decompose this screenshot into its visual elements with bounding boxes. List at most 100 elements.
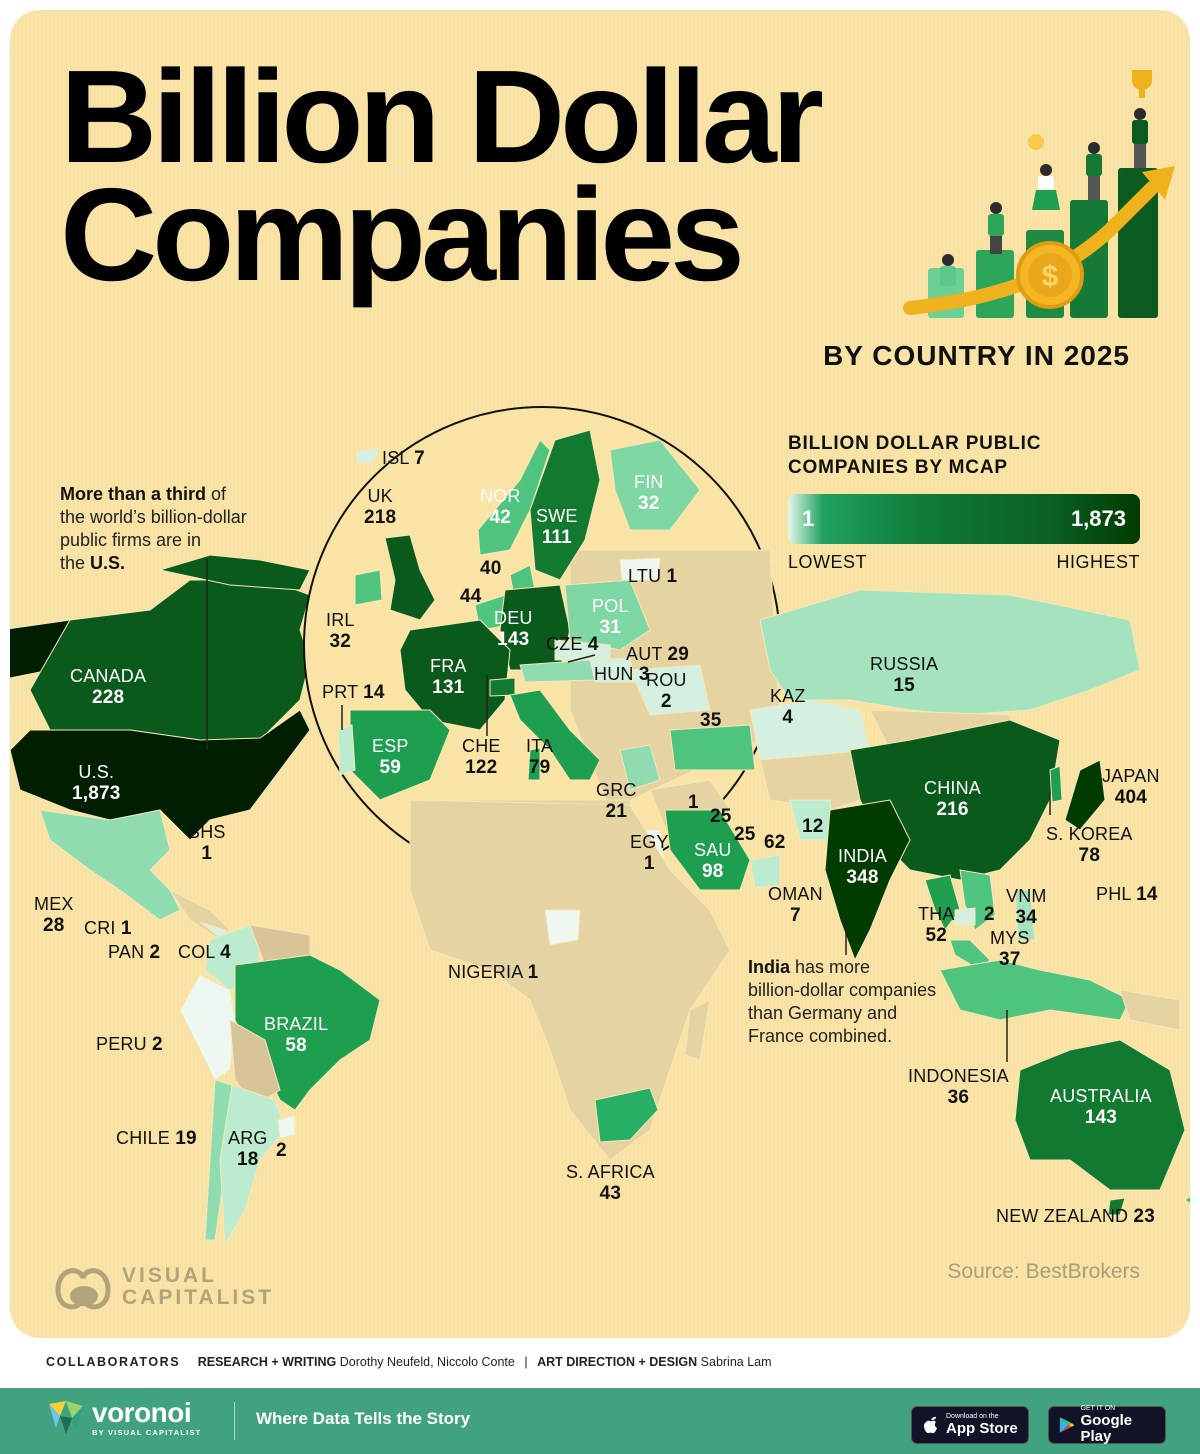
label-us: U.S. 1,873 xyxy=(72,762,121,804)
credits-separator: | xyxy=(524,1355,528,1369)
label-kazakhstan: KAZ 4 xyxy=(770,686,806,728)
label-hungary: HUN 3 xyxy=(594,664,650,685)
google-play-button[interactable]: GET IT ON Google Play xyxy=(1048,1405,1166,1445)
design-names: Sabrina Lam xyxy=(700,1355,772,1369)
label-finland: FIN 32 xyxy=(634,472,664,514)
region-philippines xyxy=(1014,889,1036,941)
brand-line-2: CAPITALIST xyxy=(122,1286,275,1309)
google-play-small: GET IT ON xyxy=(1080,1405,1116,1412)
legend-ends: LOWEST HIGHEST xyxy=(788,552,1140,573)
label-indonesia: INDONESIA 36 xyxy=(908,1066,1009,1108)
label-greece: GRC 21 xyxy=(596,780,637,822)
app-store-button[interactable]: Download on the App Store xyxy=(911,1406,1029,1444)
label-egypt: EGY 1 xyxy=(630,832,669,874)
label-switzerland: CHE 122 xyxy=(462,736,501,778)
india-note-line-4: France combined. xyxy=(748,1026,893,1046)
region-uk xyxy=(384,534,436,621)
aut-leader-line xyxy=(567,654,596,663)
research-key: RESEARCH + WRITING xyxy=(197,1355,337,1369)
legend-min-label: LOWEST xyxy=(788,552,868,572)
label-costa-rica: CRI 1 xyxy=(84,918,132,939)
region-indonesia xyxy=(939,959,1131,1021)
voronoi-mark-icon xyxy=(49,1401,83,1434)
label-uae: 62 xyxy=(764,832,786,853)
label-turkey: 35 xyxy=(700,710,722,731)
region-argentina xyxy=(219,1084,286,1247)
us-note-line-4: the xyxy=(60,553,91,573)
region-mexico xyxy=(39,809,181,921)
label-portugal: PRT 14 xyxy=(322,682,385,703)
region-us xyxy=(10,709,311,841)
label-vietnam: VNM 34 xyxy=(1006,886,1047,928)
voronoi-sub: BY VISUAL CAPITALIST xyxy=(92,1427,202,1437)
subtitle: BY COUNTRY IN 2025 xyxy=(823,340,1130,371)
label-peru: PERU 2 xyxy=(96,1034,163,1055)
label-romania: ROU 2 xyxy=(646,670,687,712)
label-saudi-arabia: SAU 98 xyxy=(694,840,732,882)
region-saudi xyxy=(664,809,751,891)
label-spain: ESP 59 xyxy=(372,736,409,778)
app-store-label: App Store xyxy=(946,1420,1018,1437)
title-line-2: Companies xyxy=(60,161,745,308)
label-sweden: SWE 111 xyxy=(536,506,578,548)
label-thailand: THA 52 xyxy=(918,904,955,946)
label-south-africa: S. AFRICA 43 xyxy=(566,1162,655,1204)
region-finland xyxy=(609,439,701,531)
us-annotation: More than a third of the world’s billion… xyxy=(60,483,247,575)
credits-label: COLLABORATORS xyxy=(46,1355,181,1369)
world-map xyxy=(10,406,1190,1247)
label-china: CHINA 216 xyxy=(924,778,982,820)
voronoi-logo[interactable]: voronoi BY VISUAL CAPITALIST xyxy=(46,1398,201,1438)
label-panama: PAN 2 xyxy=(108,942,161,963)
label-nigeria: NIGERIA 1 xyxy=(448,962,539,983)
label-canada: CANADA 228 xyxy=(70,666,147,708)
label-france: FRA 131 xyxy=(430,656,467,698)
label-oman: OMAN 7 xyxy=(768,884,823,926)
label-argentina: ARG 18 xyxy=(228,1128,268,1170)
research-names: Dorothy Neufeld, Niccolo Conte xyxy=(339,1355,515,1369)
region-south-africa xyxy=(594,1087,659,1143)
label-denmark: 40 xyxy=(480,558,502,579)
label-uruguay: 2 xyxy=(276,1140,287,1161)
title-line-1: Billion Dollar xyxy=(60,43,824,190)
visual-capitalist-logo: VISUAL CAPITALIST xyxy=(50,1260,274,1314)
label-germany: DEU 143 xyxy=(494,608,533,650)
label-cambodia: 2 xyxy=(984,904,995,925)
footer-bar: voronoi BY VISUAL CAPITALIST Where Data … xyxy=(0,1388,1200,1454)
label-malaysia: MYS 37 xyxy=(990,928,1030,970)
region-canada xyxy=(29,579,311,741)
footer-tagline: Where Data Tells the Story xyxy=(256,1409,471,1428)
us-note-line-3: public firms are in xyxy=(60,530,202,550)
apple-icon xyxy=(924,1416,937,1434)
label-ireland: IRL 32 xyxy=(326,610,355,652)
app-store-small: Download on the xyxy=(946,1413,999,1420)
legend-max-label: HIGHEST xyxy=(1056,552,1140,572)
source-note: Source: BestBrokers xyxy=(947,1260,1140,1283)
india-note-line-2: billion-dollar companies xyxy=(748,980,937,1000)
svg-text:$: $ xyxy=(1042,260,1059,293)
us-note-bold: More than a third xyxy=(60,484,207,504)
region-africa xyxy=(409,799,731,1161)
legend-title-line-2: COMPANIES BY MCAP xyxy=(788,457,1008,478)
label-india: INDIA 348 xyxy=(838,846,888,888)
label-new-zealand: NEW ZEALAND 23 xyxy=(996,1206,1155,1227)
label-netherlands: 44 xyxy=(460,586,482,607)
region-sweden xyxy=(529,429,601,581)
india-note-text: has more xyxy=(790,957,871,977)
growth-illustration-icon: $ xyxy=(903,70,1175,318)
region-italy xyxy=(509,689,601,781)
region-japan xyxy=(1064,759,1106,831)
google-play-label: Google Play xyxy=(1080,1412,1133,1445)
legend-max-value: 1,873 xyxy=(1070,506,1126,531)
india-annotation: India has more billion-dollar companies … xyxy=(748,956,936,1048)
label-austria: AUT 29 xyxy=(626,644,690,665)
footer-divider xyxy=(234,1402,235,1440)
design-key: ART DIRECTION + DESIGN xyxy=(537,1355,698,1369)
label-colombia: COL 4 xyxy=(178,942,231,963)
us-note-bold-2: U.S. xyxy=(90,553,126,573)
visual-capitalist-mark-icon xyxy=(55,1268,111,1310)
google-play-icon xyxy=(1059,1417,1075,1433)
legend-title-line-1: BILLION DOLLAR PUBLIC xyxy=(788,433,1042,454)
legend-title: BILLION DOLLAR PUBLIC COMPANIES BY MCAP xyxy=(788,432,1140,480)
label-norway: NOR 42 xyxy=(480,486,521,528)
